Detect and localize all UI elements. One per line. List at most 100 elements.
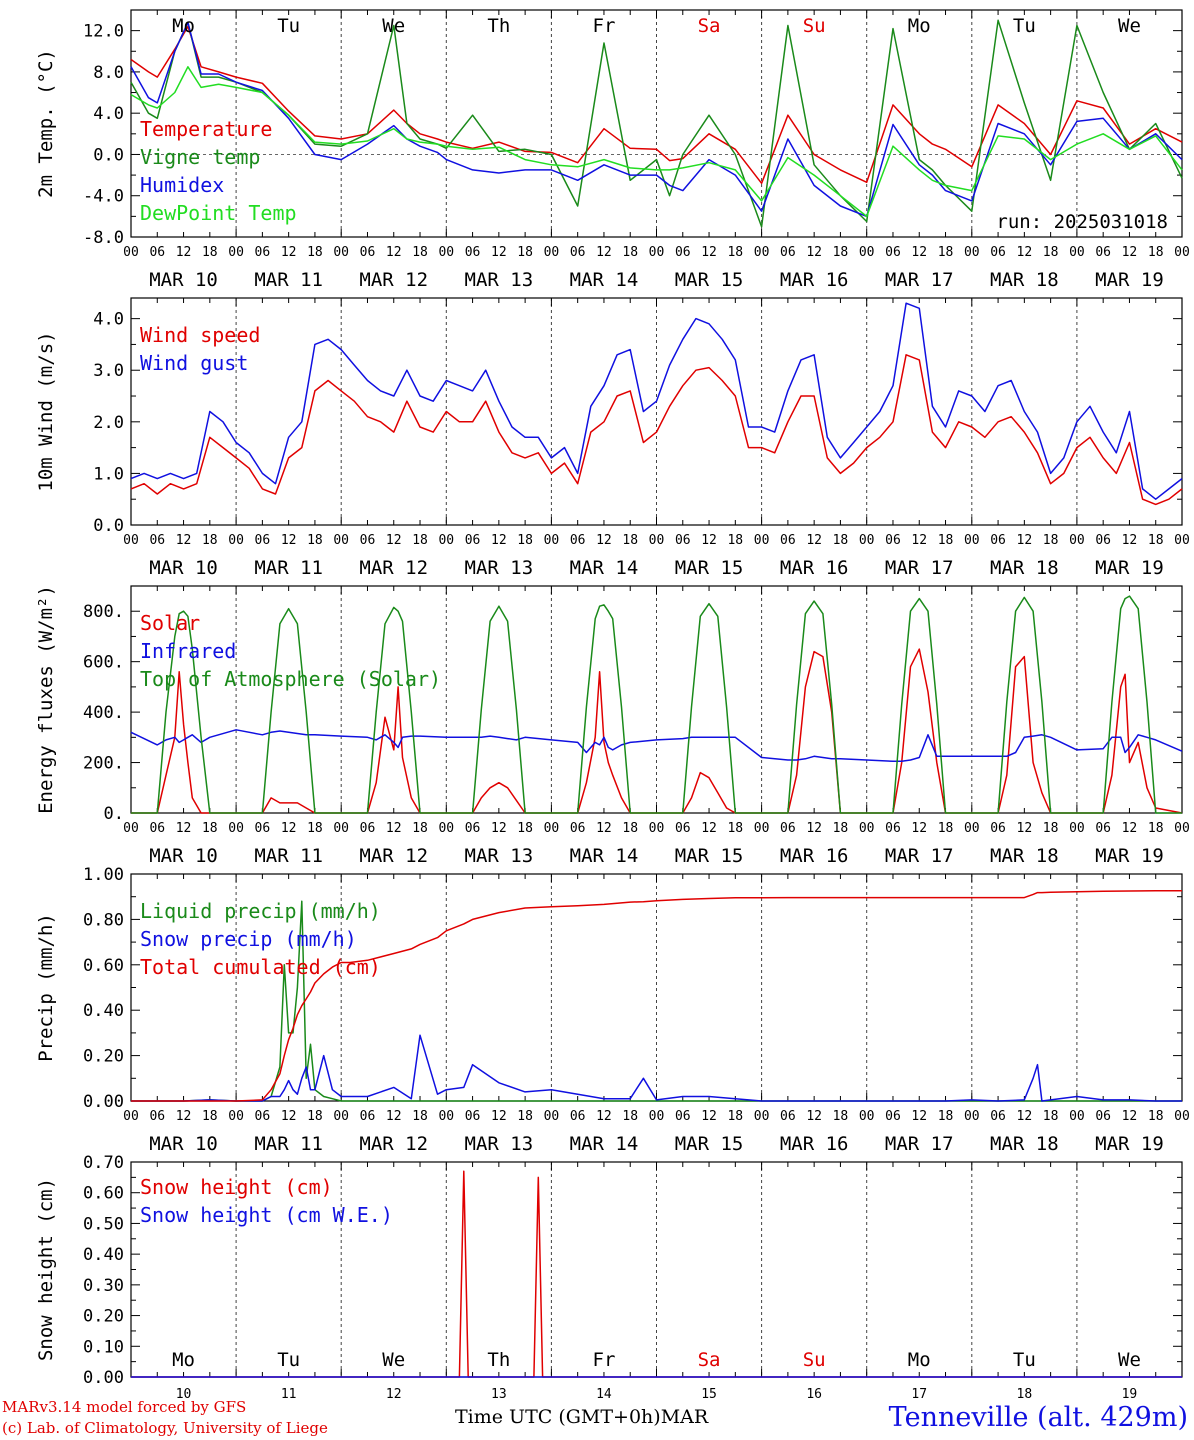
hour-tick-label: 12 <box>596 1109 612 1124</box>
series-line <box>130 25 1183 185</box>
y-tick-label: 0.20 <box>83 1307 124 1327</box>
y-tick-label: 0.70 <box>83 1153 124 1173</box>
date-label: MAR 16 <box>780 1133 849 1155</box>
hour-tick-label: 18 <box>1148 1109 1164 1124</box>
hour-tick-label: 00 <box>228 1109 244 1124</box>
hour-tick-label: 12 <box>911 533 927 548</box>
hour-tick-label: 06 <box>885 1109 901 1124</box>
hour-tick-label: 18 <box>727 533 743 548</box>
y-tick-label: 0.20 <box>83 1047 124 1067</box>
hour-tick-label: 06 <box>780 245 796 260</box>
day-number: 10 <box>176 1387 192 1402</box>
hour-tick-label: 18 <box>307 533 323 548</box>
day-name-bottom: Su <box>803 1349 826 1371</box>
hour-tick-label: 06 <box>465 245 481 260</box>
legend-entry: Wind gust <box>140 351 248 375</box>
hour-tick-label: 12 <box>1017 821 1033 836</box>
day-name-bottom: Th <box>487 1349 510 1371</box>
hour-tick-label: 00 <box>649 245 665 260</box>
hour-tick-label: 00 <box>649 533 665 548</box>
day-name: Sa <box>698 15 721 37</box>
hour-tick-label: 12 <box>1122 1109 1138 1124</box>
hour-tick-label: 06 <box>255 1109 271 1124</box>
y-tick-label: 0.60 <box>83 956 124 976</box>
hour-tick-label: 12 <box>491 533 507 548</box>
hour-tick-label: 12 <box>1017 1109 1033 1124</box>
series-line <box>131 595 1182 814</box>
hour-tick-label: 00 <box>438 1109 454 1124</box>
day-name: We <box>1118 15 1141 37</box>
hour-tick-label: 00 <box>228 533 244 548</box>
hour-tick-label: 06 <box>255 245 271 260</box>
y-axis-title: 10m Wind (m/s) <box>35 331 57 491</box>
hour-tick-label: 00 <box>228 245 244 260</box>
y-tick-label: 200. <box>83 754 124 774</box>
date-label: MAR 18 <box>990 845 1059 867</box>
hour-tick-label: 12 <box>701 245 717 260</box>
hour-tick-label: 06 <box>1095 1109 1111 1124</box>
hour-tick-label: 18 <box>517 245 533 260</box>
hour-tick-label: 18 <box>517 821 533 836</box>
y-tick-label: 0.0 <box>93 145 124 165</box>
date-label: MAR 16 <box>780 557 849 579</box>
y-tick-label: 12.0 <box>83 22 124 42</box>
hour-tick-label: 18 <box>307 1109 323 1124</box>
day-name: We <box>382 15 405 37</box>
hour-tick-label: 06 <box>149 821 165 836</box>
hour-tick-label: 06 <box>1095 245 1111 260</box>
hour-tick-label: 18 <box>1148 821 1164 836</box>
hour-tick-label: 12 <box>806 821 822 836</box>
hour-tick-label: 18 <box>517 533 533 548</box>
series-line <box>131 1034 1182 1102</box>
legend-entry: Humidex <box>140 173 224 197</box>
hour-tick-label: 00 <box>544 245 560 260</box>
series-line <box>131 890 1182 1102</box>
date-label: MAR 13 <box>465 269 534 291</box>
hour-tick-label: 06 <box>885 533 901 548</box>
date-label: MAR 16 <box>780 845 849 867</box>
date-label: MAR 11 <box>254 269 323 291</box>
day-name-bottom: Fr <box>593 1349 616 1371</box>
hour-tick-label: 06 <box>990 821 1006 836</box>
hour-tick-label: 00 <box>859 245 875 260</box>
date-label: MAR 19 <box>1095 557 1164 579</box>
hour-tick-label: 06 <box>675 821 691 836</box>
day-name: Tu <box>1013 15 1036 37</box>
day-name-bottom: Mo <box>908 1349 931 1371</box>
hour-tick-label: 00 <box>438 533 454 548</box>
hour-tick-label: 06 <box>360 533 376 548</box>
hour-tick-label: 00 <box>438 821 454 836</box>
hour-tick-label: 06 <box>465 821 481 836</box>
hour-tick-label: 12 <box>386 245 402 260</box>
hour-tick-label: 00 <box>333 533 349 548</box>
date-label: MAR 15 <box>675 557 744 579</box>
legend-entry: Infrared <box>140 639 236 663</box>
date-label: MAR 17 <box>885 269 954 291</box>
hour-tick-label: 06 <box>149 533 165 548</box>
y-axis-title: Snow height (cm) <box>35 1178 57 1361</box>
hour-tick-label: 12 <box>806 533 822 548</box>
hour-tick-label: 06 <box>360 821 376 836</box>
day-number: 13 <box>491 1387 507 1402</box>
hour-tick-label: 18 <box>622 533 638 548</box>
y-axis-title: 2m Temp. (°C) <box>35 49 57 198</box>
hour-tick-label: 06 <box>570 533 586 548</box>
hour-tick-label: 00 <box>544 533 560 548</box>
day-number: 15 <box>701 1387 717 1402</box>
y-tick-label: 0.00 <box>83 1092 124 1112</box>
date-label: MAR 12 <box>359 269 428 291</box>
y-tick-label: 1.00 <box>83 865 124 885</box>
hour-tick-label: 06 <box>780 1109 796 1124</box>
hour-tick-label: 00 <box>754 1109 770 1124</box>
hour-tick-label: 06 <box>990 533 1006 548</box>
date-label: MAR 15 <box>675 269 744 291</box>
hour-tick-label: 18 <box>412 1109 428 1124</box>
date-label: MAR 15 <box>675 845 744 867</box>
hour-tick-label: 00 <box>333 821 349 836</box>
run-label: run: 2025031018 <box>996 211 1168 233</box>
date-label: MAR 17 <box>885 1133 954 1155</box>
series-line <box>130 302 1183 500</box>
date-label: MAR 15 <box>675 1133 744 1155</box>
day-name-bottom: Tu <box>277 1349 300 1371</box>
